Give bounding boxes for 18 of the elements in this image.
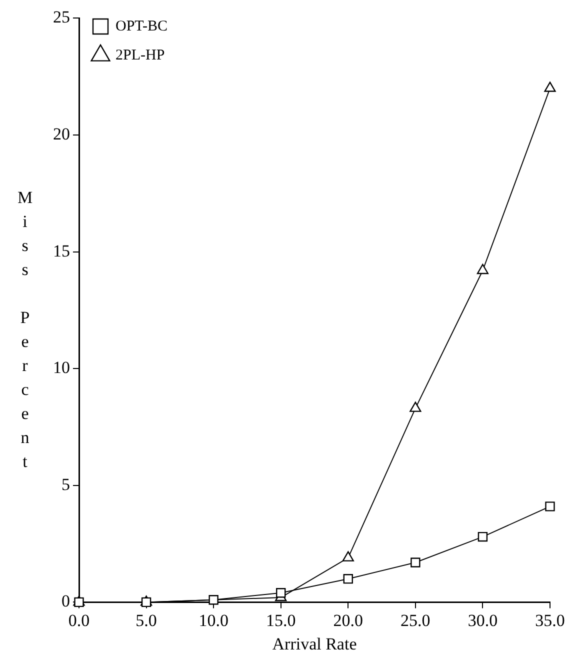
y-tick-label: 15 <box>53 241 70 260</box>
x-tick-label: 35.0 <box>535 610 565 630</box>
x-tick-label: 30.0 <box>468 610 498 630</box>
x-tick-label: 25.0 <box>400 610 430 630</box>
y-tick-label: 10 <box>53 358 70 378</box>
legend-label: 2PL-HP <box>116 47 165 64</box>
y-tick-label: 5 <box>62 474 70 494</box>
x-axis-title: Arrival Rate <box>272 634 357 654</box>
x-tick-label: 5.0 <box>136 610 157 630</box>
x-tick-label: 15.0 <box>266 610 296 630</box>
x-tick-label: 20.0 <box>333 610 364 630</box>
x-tick-label: 10.0 <box>198 610 228 630</box>
y-tick-label: 0 <box>62 592 70 611</box>
legend-label: OPT-BC <box>116 18 168 34</box>
y-tick-label: 25 <box>53 8 70 27</box>
y-tick-label: 20 <box>53 124 70 144</box>
text: Miss Percent <box>17 188 33 471</box>
x-tick-label: 0.0 <box>68 610 90 630</box>
